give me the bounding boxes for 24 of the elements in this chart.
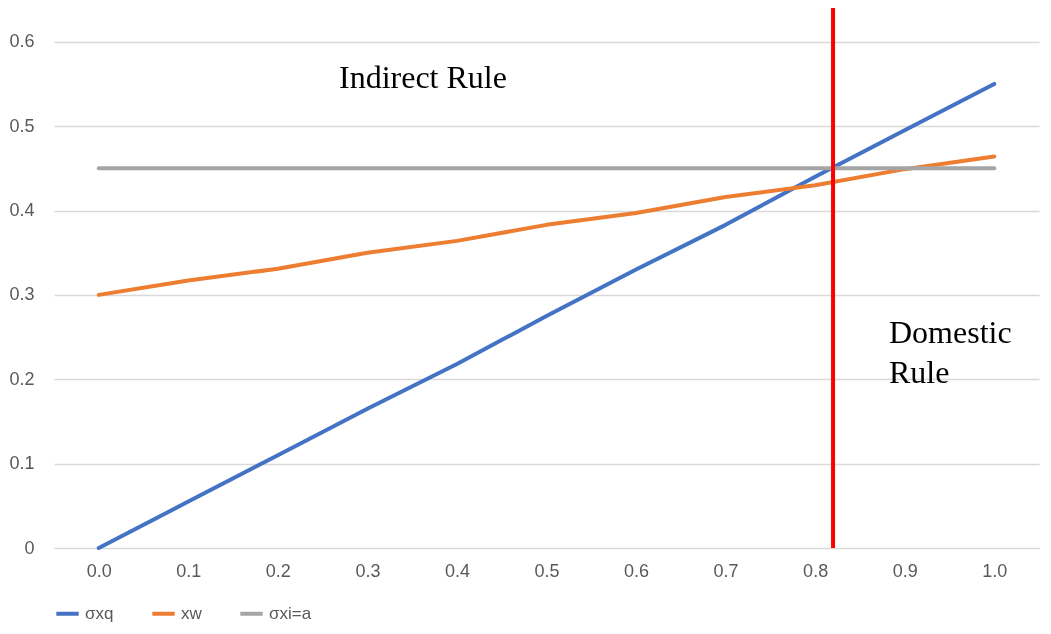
annotation: Domestic Rule <box>889 314 1012 390</box>
legend-label: σxi=a <box>269 603 312 623</box>
legend-label: xw <box>181 603 203 623</box>
y-tick-label: 0.2 <box>9 368 35 389</box>
x-tick-label: 0.3 <box>355 560 381 581</box>
x-tick-label: 0.2 <box>265 560 291 581</box>
x-tick-label: 0.9 <box>892 560 918 581</box>
legend-label: σxq <box>85 603 114 623</box>
x-tick-label: 1.0 <box>982 560 1008 581</box>
x-tick-label: 0.4 <box>444 560 470 581</box>
x-tick-label: 0.5 <box>534 560 560 581</box>
y-tick-label: 0.5 <box>9 115 35 136</box>
y-tick-label: 0.4 <box>9 200 35 220</box>
x-tick-label: 0.0 <box>86 560 112 581</box>
x-tick-label: 0.1 <box>176 560 202 581</box>
x-tick-label: 0.6 <box>624 560 650 581</box>
x-tick-label: 0.8 <box>803 560 829 581</box>
y-tick-label: 0.6 <box>9 31 35 52</box>
y-tick-label: 0.1 <box>9 453 35 474</box>
y-tick-label: 0 <box>24 537 35 558</box>
annotation: Indirect Rule <box>339 59 507 95</box>
x-tick-label: 0.7 <box>713 560 739 581</box>
line-series <box>96 154 997 297</box>
y-tick-label: 0.3 <box>9 284 35 305</box>
